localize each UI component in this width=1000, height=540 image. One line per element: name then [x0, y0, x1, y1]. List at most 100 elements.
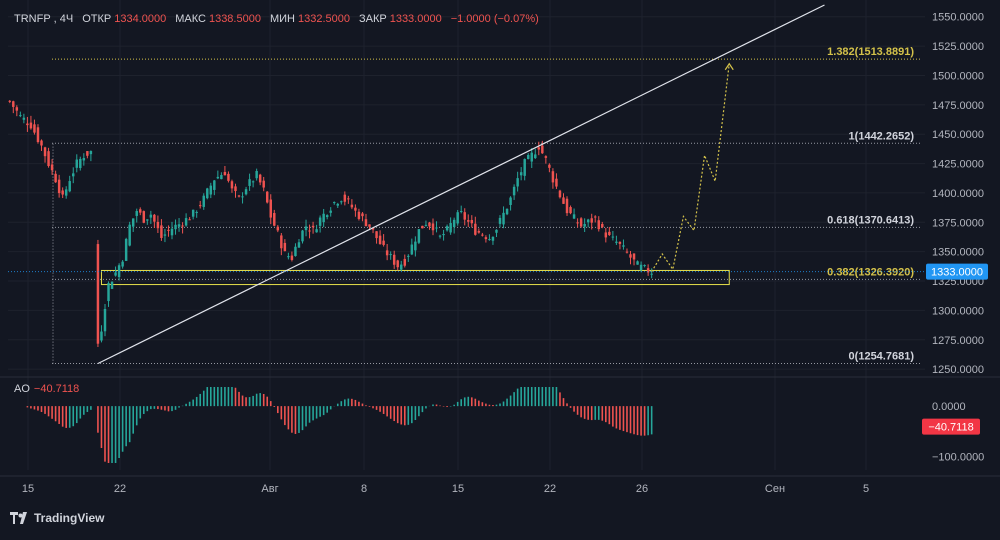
- candle-body: [139, 209, 142, 213]
- time-tick: 8: [361, 483, 367, 495]
- candle-body: [403, 258, 407, 266]
- candle-body: [371, 227, 375, 230]
- candle-body: [318, 217, 322, 226]
- ao-value-badge: [922, 418, 980, 435]
- candle-body: [424, 224, 428, 226]
- candle-body: [583, 223, 586, 227]
- high-label: МАКС: [175, 13, 206, 25]
- candle-body: [61, 190, 64, 195]
- candle-body: [8, 100, 11, 102]
- candle-body: [75, 159, 79, 168]
- candle-body: [22, 117, 26, 120]
- candle-body: [410, 244, 414, 255]
- candle-body: [382, 240, 385, 245]
- fib-label: 1(1442.2652): [849, 130, 915, 142]
- support-zone[interactable]: [100, 269, 730, 286]
- candle-body: [368, 224, 371, 227]
- candle-body: [131, 218, 135, 227]
- candle-body: [234, 186, 237, 192]
- ao-name[interactable]: AO: [14, 383, 30, 395]
- candle-body: [209, 185, 213, 195]
- candle-body: [220, 175, 223, 180]
- symbol-name[interactable]: TRNFP: [14, 13, 51, 25]
- candle-body: [304, 226, 308, 231]
- change-value: −1.0000 (−0.07%): [450, 13, 539, 25]
- symbol-header: TRNFP, 4Ч ОТКР 1334.0000 МАКС 1338.5000 МИ…: [14, 13, 539, 25]
- candle-body: [325, 215, 329, 218]
- candle-body: [297, 242, 301, 248]
- projection-line: [651, 63, 730, 272]
- candle-body: [244, 189, 248, 195]
- fib-label: 0(1254.7681): [849, 351, 915, 363]
- candle-body: [579, 218, 583, 227]
- price-tick: 1450.0000: [932, 129, 984, 141]
- candle-body: [551, 171, 555, 183]
- candle-body: [604, 232, 608, 238]
- price-tick: 1350.0000: [932, 247, 984, 259]
- candle-body: [163, 234, 167, 236]
- candle-body: [629, 254, 632, 258]
- current-price-badge: [926, 263, 988, 280]
- candle-body: [608, 231, 611, 236]
- candle-body: [509, 197, 512, 205]
- high-value: 1338.5000: [208, 13, 261, 25]
- candle-body: [64, 189, 68, 196]
- price-tick: 1400.0000: [932, 188, 984, 200]
- candle-body: [128, 224, 131, 246]
- trendline[interactable]: [97, 4, 825, 365]
- ao-tick: 0.0000: [932, 401, 966, 413]
- candle-body: [213, 180, 216, 190]
- low-label: МИН: [269, 13, 295, 25]
- close-value: 1333.0000: [389, 13, 442, 25]
- open-label: ОТКР: [82, 13, 112, 25]
- tradingview-label: TradingView: [34, 511, 105, 525]
- candle-body: [195, 211, 198, 213]
- candle-body: [516, 178, 519, 187]
- tradingview-logo[interactable]: TradingView: [10, 511, 104, 525]
- candle-body: [57, 179, 61, 194]
- candle-body: [636, 261, 639, 265]
- candle-body: [265, 191, 269, 203]
- candle-body: [347, 198, 350, 200]
- candle-body: [170, 228, 174, 236]
- candle-body: [463, 212, 466, 220]
- candle-body: [375, 231, 378, 239]
- candle-body: [407, 255, 410, 257]
- candle-body: [167, 229, 170, 231]
- candle-body: [611, 236, 615, 238]
- tradingview-icon: [10, 512, 27, 524]
- candle-body: [160, 225, 163, 238]
- candle-body: [174, 224, 177, 230]
- time-tick: 15: [22, 483, 34, 495]
- candle-body: [498, 217, 502, 224]
- candle-body: [632, 253, 636, 260]
- trendline-line: [97, 4, 825, 365]
- candle-body: [117, 265, 121, 278]
- candle-body: [96, 244, 100, 344]
- candle-body: [586, 219, 590, 223]
- candle-body: [639, 264, 643, 271]
- candle-body: [385, 250, 389, 256]
- candle-body: [392, 254, 396, 265]
- candle-body: [481, 234, 484, 236]
- projection-arrowhead: [724, 62, 734, 71]
- candle-body: [255, 170, 258, 179]
- candle-body: [311, 225, 315, 228]
- candle-body: [541, 145, 544, 154]
- candle-body: [107, 283, 110, 302]
- time-tick: 26: [636, 483, 648, 495]
- candle-body: [276, 226, 280, 231]
- candle-body: [206, 188, 209, 199]
- candle-body: [354, 207, 357, 211]
- fib-label: 0.382(1326.3920): [827, 266, 914, 278]
- candle-body: [135, 211, 138, 216]
- candle-body: [237, 195, 241, 197]
- candle-body: [548, 164, 551, 168]
- projection-path[interactable]: [651, 62, 734, 272]
- candle-body: [100, 331, 103, 341]
- candle-body: [79, 158, 82, 169]
- candle-body: [329, 210, 332, 213]
- interval[interactable]: 4Ч: [59, 13, 74, 25]
- candle-body: [643, 265, 646, 267]
